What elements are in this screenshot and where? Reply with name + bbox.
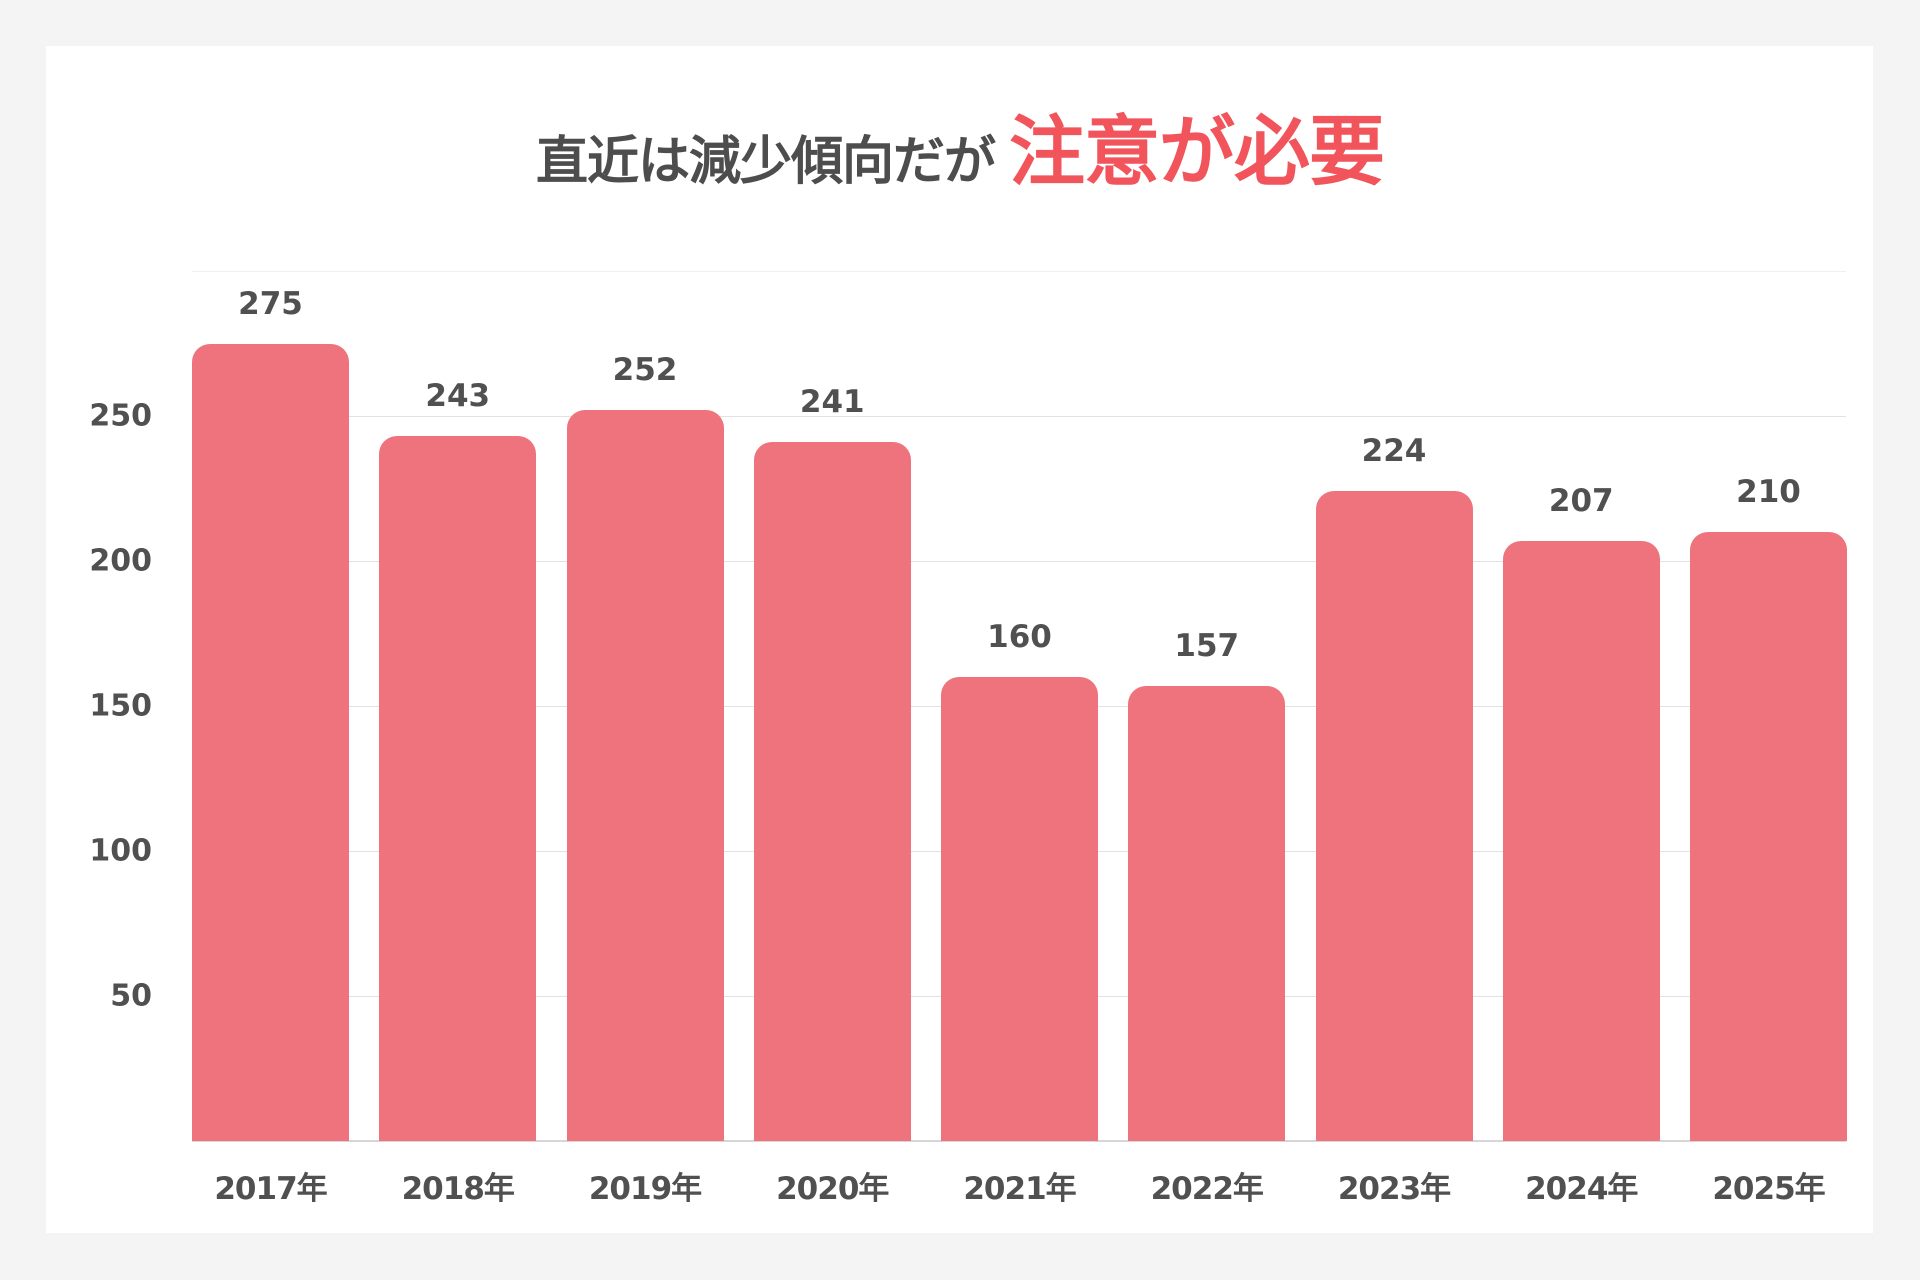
bar-2018年	[379, 436, 537, 1141]
bar-value-label: 241	[799, 384, 865, 421]
y-axis-tick-label: 100	[89, 833, 152, 869]
gridline-top	[192, 271, 1846, 272]
x-axis-category-label: 2022年	[1150, 1171, 1264, 1207]
bar-2020年	[753, 442, 911, 1141]
bar-2017年	[192, 343, 349, 1141]
bar-value-label: 243	[425, 378, 491, 415]
y-axis-tick-label: 150	[89, 688, 152, 724]
gridline	[192, 561, 1846, 562]
x-axis-category-label: 2023年	[1337, 1171, 1451, 1207]
chart-title-emphasis: 注意が必要	[1009, 107, 1385, 196]
chart-title: 直近は減少傾向だが 注意が必要	[0, 100, 1920, 200]
bar-2019年	[566, 410, 724, 1141]
bar-value-label: 252	[612, 352, 678, 389]
y-axis-tick-label: 50	[110, 978, 152, 1014]
bar-value-label: 207	[1548, 482, 1614, 519]
x-axis-category-label: 2025年	[1712, 1171, 1825, 1207]
chart-title-main: 直近は減少傾向だが	[535, 132, 996, 192]
x-axis-category-label: 2021年	[963, 1171, 1076, 1207]
x-axis-category-label: 2017年	[214, 1171, 327, 1207]
gridline	[192, 416, 1846, 417]
bar-value-label: 210	[1736, 474, 1801, 510]
bar-value-label: 275	[238, 285, 303, 322]
bar-2022年	[1128, 685, 1286, 1141]
bar-2023年	[1315, 491, 1473, 1141]
bar-value-label: 157	[1174, 627, 1240, 664]
bar-2021年	[941, 677, 1098, 1141]
x-axis-category-label: 2024年	[1525, 1171, 1638, 1207]
x-axis-category-label: 2019年	[588, 1171, 702, 1207]
y-axis-tick-label: 250	[89, 398, 152, 434]
x-axis-category-label: 2018年	[401, 1171, 515, 1207]
x-axis-baseline	[192, 1140, 1846, 1142]
bar-2025年	[1690, 532, 1847, 1141]
y-axis-tick-label: 200	[89, 543, 152, 579]
bar-2024年	[1502, 540, 1660, 1141]
bar-value-label: 160	[987, 619, 1052, 655]
bar-value-label: 224	[1361, 433, 1427, 470]
x-axis-category-label: 2020年	[776, 1171, 889, 1207]
